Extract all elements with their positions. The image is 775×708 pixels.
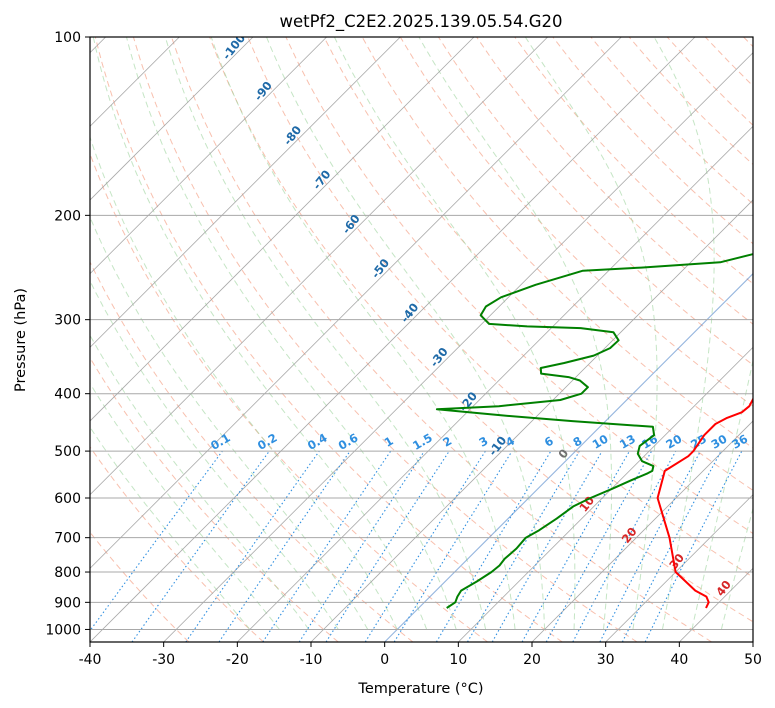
y-tick-label: 700 [54,531,81,547]
isotherm-line [531,420,753,642]
plot-frame [89,36,754,643]
isotherm-line [90,37,696,642]
moist-adiabat-line [720,506,753,630]
y-tick-label: 500 [54,444,81,460]
moist-adiabat-line [210,37,516,630]
moist-adiabat-line [90,135,398,630]
moist-adiabat-line [90,426,251,630]
moist-adiabat-line [653,37,715,630]
y-tick-label: 1000 [45,622,81,638]
x-tick-label: -30 [152,652,175,668]
isotherm-line [310,199,753,642]
y-tick-label: 200 [54,208,81,224]
isotherm-line [237,125,753,642]
mixing-ratio-line [298,450,425,642]
dry-adiabat-line [90,446,264,642]
dry-adiabat-line [247,37,753,578]
temperature-profile-line [656,397,753,609]
mixing-ratio-line [521,450,630,642]
dry-adiabat-line [90,356,339,642]
x-tick-label: 10 [449,652,467,668]
dry-adiabat-line [171,37,712,642]
dry-adiabat-line [285,37,753,535]
moist-adiabat-line [691,358,753,630]
mixing-ratio-label: 30 [709,432,730,452]
y-tick-label: 400 [54,387,81,403]
mixing-ratio-label: 20 [663,432,684,452]
y-tick-label: 900 [54,595,81,611]
moist-adiabat-line [164,37,487,630]
isotherm-line [90,37,401,348]
moist-adiabat-line [92,37,428,630]
dry-adiabat-line [209,37,753,623]
isotherm-line [90,37,327,275]
x-axis-ticks: -40 -30 -20 -10 0 10 20 30 40 50 [79,642,762,668]
mixing-ratio-line [572,450,677,642]
mixing-ratio-line [218,450,351,642]
moist-adiabat-line [90,215,369,630]
y-tick-label: 600 [54,491,81,507]
mixing-ratio-line [644,450,743,642]
mixing-ratio-line [325,450,450,642]
x-tick-label: 40 [670,652,688,668]
moist-adiabat-line [90,334,310,630]
dewpoint-profile-line [435,253,753,609]
mixing-ratio-line [262,450,392,642]
x-tick-label: 50 [744,652,762,668]
mixing-ratio-line [90,450,223,632]
isotherm-line [605,494,753,642]
isotherm-line [90,37,254,201]
x-tick-label: -40 [79,652,102,668]
dry-adiabat-line [476,37,753,325]
dry-adiabat-line [90,260,414,642]
isotherm-line [90,37,622,569]
mixing-ratio-label: 36 [729,432,750,452]
pressure-gridlines [90,37,753,630]
y-tick-label: 800 [54,565,81,581]
sounding-profiles [435,253,753,609]
isotherm-line [163,52,753,642]
isotherm-line [90,37,548,496]
moist-adiabat-line [126,37,457,630]
x-tick-label: 20 [523,652,541,668]
isotherm-line [458,346,753,642]
plot-area [90,37,753,642]
isotherm-line [90,37,475,422]
x-tick-label: -20 [226,652,249,668]
x-tick-label: 0 [380,652,389,668]
moist-adiabat-line [266,37,546,630]
moist-adiabat-line [90,382,280,630]
mixing-ratio-line [393,450,513,642]
y-tick-label: 300 [54,313,81,329]
dry-adiabat-line [514,37,753,285]
chart-title: wetPf2_C2E2.2025.139.05.54.G20 [279,12,562,32]
mixing-ratio-label: 16 [639,432,660,452]
mixing-ratio-label: 10 [590,432,611,452]
y-tick-label: 100 [54,30,81,46]
mixing-ratio-label: 13 [617,432,638,452]
dry-adiabat-line [323,37,753,491]
x-axis-title: Temperature (°C) [357,681,483,697]
y-axis-title: Pressure (hPa) [13,288,29,392]
moist-adiabat-line [418,37,613,630]
x-tick-label: 30 [597,652,615,668]
mixing-ratio-line [185,450,320,642]
x-tick-label: -10 [300,652,323,668]
dry-adiabat-line [94,37,563,642]
isotherm-line [384,272,753,642]
y-axis-ticks: 100 200 300 400 500 600 700 800 900 1000 [45,30,90,638]
background-lines [90,37,753,642]
mixing-ratio-line [545,450,653,642]
mixing-ratio-line [131,450,270,642]
moist-adiabat-line [524,37,658,630]
